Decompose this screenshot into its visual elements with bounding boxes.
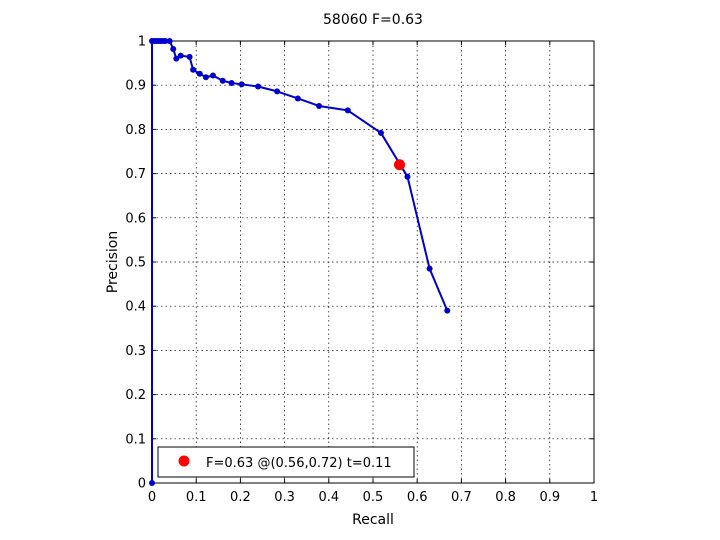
pr-curve-point	[426, 265, 433, 272]
y-tick-label: 0	[138, 477, 146, 492]
y-tick-label: 0.2	[125, 388, 146, 403]
y-tick-label: 0.9	[125, 79, 146, 94]
pr-curve-point	[173, 55, 180, 62]
x-tick-label: 0.3	[274, 490, 295, 505]
y-tick-label: 0.6	[125, 211, 146, 226]
y-tick-label: 0.4	[125, 300, 146, 315]
pr-curve-point	[316, 102, 323, 109]
pr-curve-point	[209, 72, 216, 79]
legend-box	[157, 446, 415, 478]
series-layer	[149, 38, 451, 486]
x-tick-label: 0.4	[318, 490, 339, 505]
best-f-point	[394, 159, 406, 171]
x-tick-label: 0	[148, 490, 156, 505]
pr-curve-point	[344, 107, 351, 114]
y-tick-label: 0.8	[125, 123, 146, 138]
x-tick-label: 0.6	[407, 490, 428, 505]
x-tick-label: 1	[590, 490, 598, 505]
pr-curve-point	[274, 88, 281, 95]
legend-text: F=0.63 @(0.56,0.72) t=0.11	[206, 456, 392, 471]
x-tick-label: 0.1	[186, 490, 207, 505]
pr-curve-point	[196, 70, 203, 77]
legend: F=0.63 @(0.56,0.72) t=0.11	[157, 446, 415, 478]
grid	[152, 41, 594, 483]
pr-curve-point	[170, 45, 177, 52]
y-tick-label: 1	[138, 35, 146, 50]
pr-curve-point	[186, 53, 193, 60]
pr-curve-point	[166, 38, 173, 44]
pr-curve-point	[228, 79, 235, 86]
pr-curve-point	[149, 480, 155, 486]
pr-curve-point	[177, 52, 184, 59]
y-axis-label: Precision	[105, 231, 121, 293]
legend-marker	[178, 455, 190, 467]
x-axis-label: Recall	[352, 512, 394, 528]
pr-curve-point	[162, 38, 169, 44]
pr-curve-point	[294, 95, 301, 102]
pr-curve-point	[404, 173, 411, 180]
y-tick-label: 0.5	[125, 256, 146, 271]
x-tick-label: 0.2	[230, 490, 251, 505]
x-tick-label: 0.7	[451, 490, 472, 505]
pr-curve-point	[219, 77, 226, 84]
y-tick-label: 0.3	[125, 344, 146, 359]
pr-curve-point	[377, 129, 384, 136]
pr-curve-point	[238, 81, 245, 88]
x-tick-label: 0.8	[495, 490, 516, 505]
y-tick-label: 0.1	[125, 432, 146, 447]
pr-curve-point	[444, 307, 451, 314]
y-tick-label: 0.7	[125, 167, 146, 182]
pr-curve-point	[202, 74, 209, 81]
x-tick-label: 0.5	[363, 490, 384, 505]
axis-ticks: 0 0.1 0.2 0.3 0.4 0.5 0.6 0.7 0.8 0.9 1 0 0.1 0.2 0.3 0…	[125, 35, 598, 506]
pr-curve-point	[190, 66, 197, 73]
chart-title: 58060 F=0.63	[323, 12, 423, 28]
x-tick-label: 0.9	[539, 490, 560, 505]
pr-curve-point	[255, 83, 262, 90]
